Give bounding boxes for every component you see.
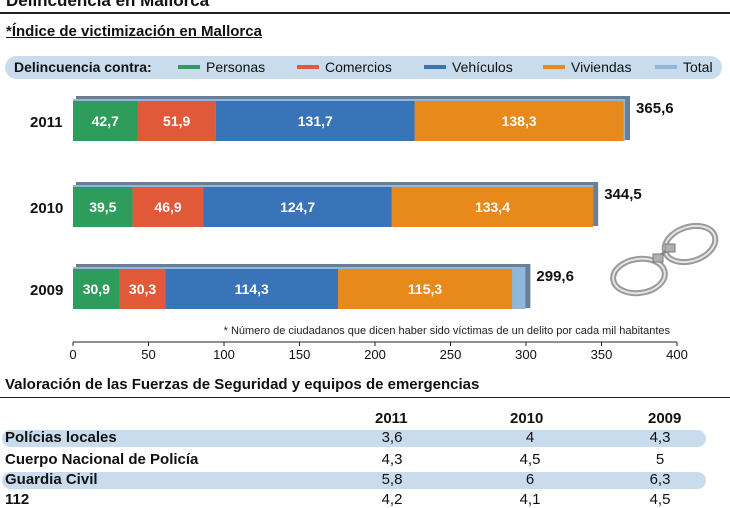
x-tick-label: 350 <box>591 347 613 362</box>
bar-segment <box>119 269 166 309</box>
bar-value-label: 42,7 <box>92 113 119 129</box>
bar-value-label: 39,5 <box>89 199 116 215</box>
x-tick-label: 0 <box>69 347 76 362</box>
x-tick-label: 100 <box>213 347 235 362</box>
bar-value-label: 131,7 <box>298 113 333 129</box>
table-cell: 5 <box>655 451 665 468</box>
bar-segment <box>73 269 120 309</box>
x-tick-label: 250 <box>440 347 462 362</box>
table-year-2009: 2009 <box>648 410 682 427</box>
bar-value-label: 46,9 <box>154 199 181 215</box>
x-tick-label: 200 <box>364 347 386 362</box>
bar-segment <box>73 187 133 227</box>
legend: Delincuencia contra: Personas Comercios … <box>5 56 722 79</box>
total-label: 365,6 <box>636 100 674 117</box>
stacked-bar-chart: 0 50 100 150 200 250 300 350 400 42,7 51,9 131,7 138… <box>30 96 688 362</box>
header-title: Delincuencia en Mallorca <box>6 0 210 10</box>
x-tick-label: 400 <box>666 347 688 362</box>
table-cell: 6 <box>525 471 535 488</box>
bar-segment <box>132 187 204 227</box>
bar-segment <box>73 101 138 141</box>
x-tick-label: 150 <box>289 347 311 362</box>
table-row <box>2 430 706 447</box>
legend-item-total: Total <box>655 59 713 75</box>
bar-segment <box>338 269 513 309</box>
bar-segment <box>203 187 392 227</box>
table-row-label: Polícias locales <box>5 429 117 446</box>
chart-footnote: * Número de ciudadanos que dicen haber s… <box>224 325 671 337</box>
table-cell: 4 <box>525 429 535 446</box>
bar-segment <box>215 101 415 141</box>
total-label: 299,6 <box>536 268 574 285</box>
bar-value-label: 124,7 <box>280 199 315 215</box>
legend-item-personas: Personas <box>178 59 265 75</box>
legend-swatch <box>424 65 446 70</box>
legend-item-vehiculos: Vehículos <box>424 59 513 75</box>
legend-swatch <box>178 65 200 70</box>
table-rule <box>0 397 730 398</box>
x-tick-label: 50 <box>141 347 155 362</box>
category-label: 2010 <box>30 200 63 217</box>
category-label: 2011 <box>30 114 63 131</box>
table-row-label: Cuerpo Nacional de Policía <box>5 451 199 468</box>
legend-swatch <box>655 65 677 70</box>
table-cell: 4,5 <box>519 451 541 468</box>
table-cell: 4,3 <box>649 429 671 446</box>
bar-value-label: 30,9 <box>83 281 110 297</box>
bar-segment <box>137 101 216 141</box>
table-year-2011: 2011 <box>375 410 408 427</box>
table-cell: 5,8 <box>381 471 403 488</box>
bar-value-label: 30,3 <box>129 281 156 297</box>
bar-value-label: 114,3 <box>235 281 269 297</box>
table-year-2010: 2010 <box>510 410 544 427</box>
bar-segment <box>414 101 624 141</box>
table-row <box>2 472 706 489</box>
legend-item-comercios: Comercios <box>297 59 392 75</box>
legend-item-viviendas: Viviendas <box>543 59 631 75</box>
bar-segment <box>391 187 594 227</box>
table-cell: 3,6 <box>381 429 403 446</box>
table-cell: 6,3 <box>649 471 671 488</box>
table-row-label: Guardia Civil <box>5 471 98 488</box>
bar-value-label: 51,9 <box>163 113 190 129</box>
bar-value-label: 138,3 <box>502 113 537 129</box>
header-rule <box>0 12 730 14</box>
legend-swatch <box>543 65 565 70</box>
bar-value-label: 115,3 <box>408 281 442 297</box>
x-tick-label: 300 <box>515 347 537 362</box>
handcuffs-icon <box>610 222 719 297</box>
table-cell: 4,3 <box>381 451 403 468</box>
chart-subtitle: *Índice de victimización en Mallorca <box>6 23 262 40</box>
bar-segment <box>165 269 339 309</box>
category-label: 2009 <box>30 282 63 299</box>
total-label: 344,5 <box>604 186 642 203</box>
table-title: Valoración de las Fuerzas de Seguridad y… <box>5 376 480 393</box>
bar-value-label: 133,4 <box>475 199 510 215</box>
legend-label: Delincuencia contra: <box>14 59 152 75</box>
legend-swatch <box>297 65 319 70</box>
